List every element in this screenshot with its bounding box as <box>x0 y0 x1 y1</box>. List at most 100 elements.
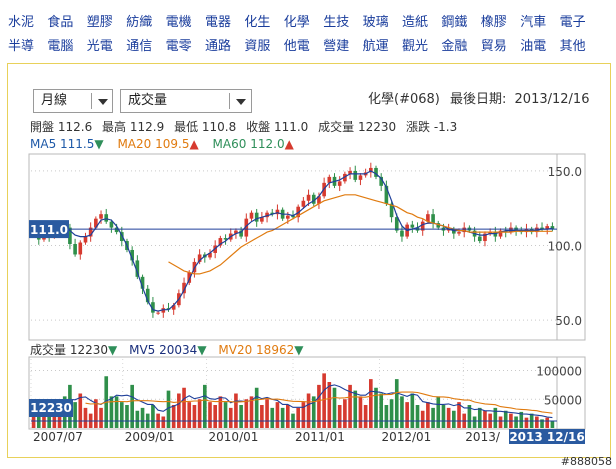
category-link[interactable]: 電子 <box>559 15 586 30</box>
candle-body <box>68 227 72 245</box>
category-link[interactable]: 電腦 <box>47 39 74 54</box>
volume-bar <box>353 390 358 428</box>
candle-body <box>151 302 155 313</box>
category-link[interactable]: 化生 <box>244 15 271 30</box>
candle-body <box>358 175 363 180</box>
volume-bar <box>125 405 129 428</box>
volume-bar <box>94 399 98 428</box>
last-date: 2013/12/16 <box>514 92 590 107</box>
category-link[interactable]: 玻璃 <box>362 15 389 30</box>
category-link[interactable]: 通信 <box>126 39 153 54</box>
ma60-label: MA60 <box>212 137 247 151</box>
candle-body <box>130 249 134 261</box>
category-link[interactable]: 電機 <box>165 15 192 30</box>
category-link[interactable]: 鋼鐵 <box>441 15 468 30</box>
category-link[interactable]: 食品 <box>47 15 74 30</box>
candle-body <box>410 224 415 228</box>
volume-bar <box>119 402 124 428</box>
category-link[interactable]: 汽車 <box>520 15 547 30</box>
ma5-label: MA5 <box>30 137 57 151</box>
category-link[interactable]: 資服 <box>244 39 271 54</box>
volume-bar <box>213 405 217 428</box>
candle-body <box>493 232 498 237</box>
candle-body <box>348 170 352 174</box>
current-date-tag <box>509 429 585 444</box>
volume-bar <box>280 407 285 428</box>
chevron-down-icon[interactable] <box>236 99 246 105</box>
candle-body <box>452 229 456 234</box>
indicator-select[interactable]: 成交量 <box>120 89 252 113</box>
category-link[interactable]: 半導 <box>8 39 35 54</box>
candle-body <box>374 167 378 177</box>
x-tick-label: 2009/01 <box>125 430 175 444</box>
category-link[interactable]: 營建 <box>323 39 350 54</box>
category-link[interactable]: 航運 <box>362 39 389 54</box>
candle-body <box>83 236 88 243</box>
volume-bar <box>234 393 238 428</box>
category-link[interactable]: 觀光 <box>402 39 429 54</box>
category-link[interactable]: 通路 <box>205 39 232 54</box>
price-tick-label: 50.0 <box>555 314 582 328</box>
volume-bar <box>524 417 529 428</box>
vol-label: 成交量 <box>30 343 67 357</box>
volume-bar <box>322 373 326 428</box>
volume-bar <box>99 407 103 428</box>
volume-bar <box>498 416 503 428</box>
category-link[interactable]: 塑膠 <box>86 15 113 30</box>
candle-body <box>550 226 555 230</box>
category-link[interactable]: 油電 <box>520 39 547 54</box>
volume-bar <box>192 405 197 428</box>
volume-bar <box>337 405 342 428</box>
category-link[interactable]: 造紙 <box>402 15 429 30</box>
x-tick-label: 2013/ <box>465 430 501 444</box>
category-link[interactable]: 其他 <box>559 39 586 54</box>
volume-bar <box>389 399 394 428</box>
volume-bar <box>514 416 518 428</box>
current-date-label: 2013 12/16 <box>509 430 584 444</box>
candle-body <box>426 214 430 222</box>
ma60-value: 112.0 <box>250 137 285 151</box>
chevron-down-icon[interactable] <box>98 99 108 105</box>
vol-value: 12230 <box>69 343 109 357</box>
volume-bar <box>36 407 41 428</box>
candle-body <box>384 185 389 204</box>
candle-body <box>379 176 384 186</box>
volume-bar <box>311 396 316 428</box>
category-link[interactable]: 光電 <box>86 39 113 54</box>
category-link[interactable]: 電零 <box>165 39 192 54</box>
volume-bar <box>358 396 363 428</box>
volume-bar <box>218 396 223 428</box>
volume-bar <box>270 407 275 428</box>
candle-body <box>94 218 98 228</box>
category-link[interactable]: 貿易 <box>480 39 507 54</box>
high-label: 最高 <box>102 120 127 134</box>
candle-body <box>311 194 316 204</box>
ma-line: MA5 111.5▼ MA20 109.5▲ MA60 112.0▲ <box>30 137 294 151</box>
candle-body <box>270 212 275 215</box>
candle-body <box>223 238 228 240</box>
category-link[interactable]: 電器 <box>205 15 232 30</box>
category-link[interactable]: 紡織 <box>126 15 153 30</box>
volume-bar <box>83 407 88 428</box>
low-value: 110.8 <box>201 120 237 134</box>
volume-bar <box>410 393 415 428</box>
mv5-line <box>33 384 553 419</box>
volume-bar <box>161 416 166 428</box>
category-link[interactable]: 生技 <box>323 15 350 30</box>
category-link[interactable]: 水泥 <box>8 15 35 30</box>
candle-body <box>431 214 435 224</box>
category-link[interactable]: 他電 <box>283 39 310 54</box>
vol-trend-icon: ▼ <box>108 343 118 357</box>
category-link[interactable]: 金融 <box>441 39 468 54</box>
volume-bar <box>254 387 259 428</box>
period-select[interactable]: 月線 <box>33 89 113 113</box>
category-link[interactable]: 化學 <box>283 15 310 30</box>
category-link[interactable]: 橡膠 <box>480 15 507 30</box>
candle-body <box>446 229 451 231</box>
candle-body <box>477 236 482 242</box>
candle-body <box>161 308 166 313</box>
volume-line: 成交量 12230▼ MV5 20034▼ MV20 18962▼ <box>30 343 303 357</box>
select-divider <box>229 93 230 109</box>
last-date-label: 最後日期: <box>450 92 507 107</box>
